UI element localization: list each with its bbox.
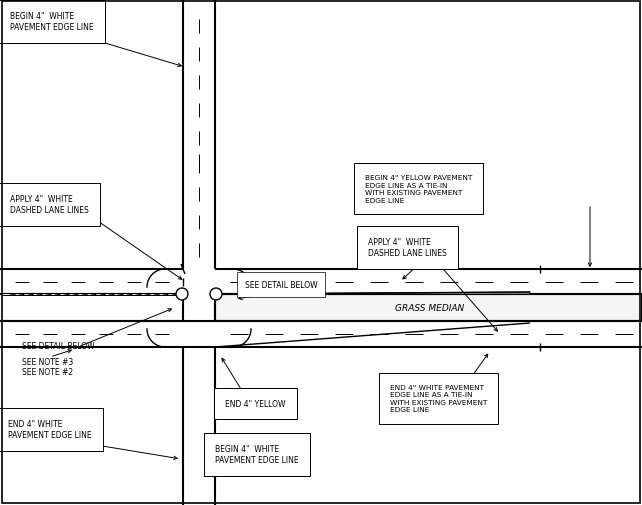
- Text: SEE DETAIL BELOW: SEE DETAIL BELOW: [22, 341, 94, 350]
- Bar: [2, 293, 181, 295]
- Bar: [215, 294, 642, 321]
- Text: END 4" WHITE PAVEMENT
EDGE LINE AS A TIE-IN
WITH EXISTING PAVEMENT
EDGE LINE: END 4" WHITE PAVEMENT EDGE LINE AS A TIE…: [390, 384, 487, 413]
- Text: SEE DETAIL BELOW: SEE DETAIL BELOW: [245, 280, 318, 289]
- Text: BEGIN 4"  WHITE
PAVEMENT EDGE LINE: BEGIN 4" WHITE PAVEMENT EDGE LINE: [10, 12, 94, 32]
- Text: GRASS MEDIAN: GRASS MEDIAN: [395, 304, 465, 313]
- Text: SEE NOTE #3: SEE NOTE #3: [22, 358, 73, 366]
- Text: BEGIN 4" YELLOW PAVEMENT
EDGE LINE AS A TIE-IN
WITH EXISTING PAVEMENT
EDGE LINE: BEGIN 4" YELLOW PAVEMENT EDGE LINE AS A …: [365, 175, 473, 203]
- Circle shape: [210, 288, 222, 300]
- Polygon shape: [215, 292, 530, 294]
- Text: BEGIN 4"  WHITE
PAVEMENT EDGE LINE: BEGIN 4" WHITE PAVEMENT EDGE LINE: [215, 444, 299, 464]
- Text: END 4" WHITE
PAVEMENT EDGE LINE: END 4" WHITE PAVEMENT EDGE LINE: [8, 419, 92, 439]
- Text: END 4" YELLOW: END 4" YELLOW: [225, 399, 286, 408]
- Text: SEE NOTE #2: SEE NOTE #2: [22, 367, 73, 376]
- Circle shape: [176, 288, 188, 300]
- Text: APPLY 4"  WHITE
DASHED LANE LINES: APPLY 4" WHITE DASHED LANE LINES: [10, 194, 89, 215]
- Text: APPLY 4"  WHITE
DASHED LANE LINES: APPLY 4" WHITE DASHED LANE LINES: [368, 237, 447, 258]
